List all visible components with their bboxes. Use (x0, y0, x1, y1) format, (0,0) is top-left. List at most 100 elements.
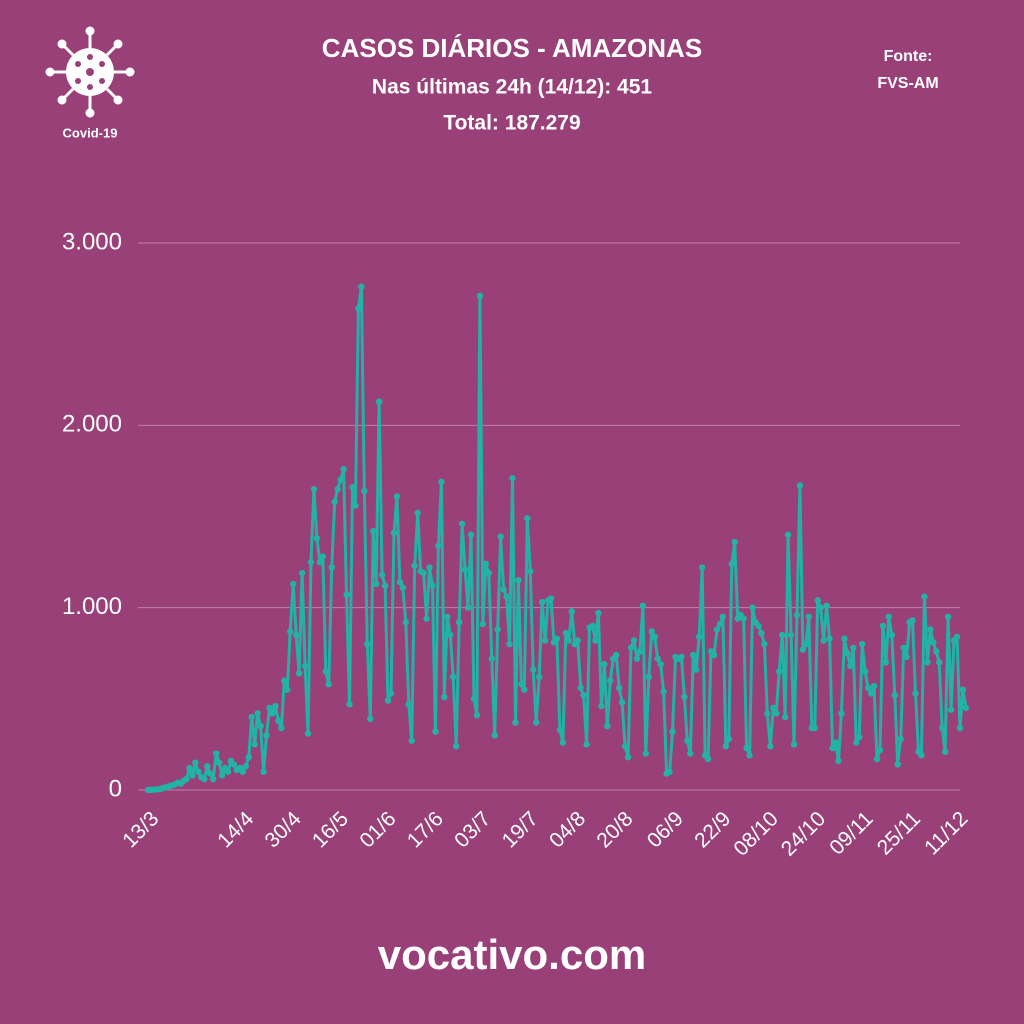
point (565, 637, 572, 644)
point (740, 615, 747, 622)
source-label: Fonte: (884, 48, 933, 65)
point (657, 660, 664, 668)
point (838, 710, 845, 717)
point (248, 713, 255, 721)
x-tick-label: 16/5 (308, 807, 353, 852)
point (464, 604, 472, 611)
point (630, 637, 638, 644)
point (595, 609, 602, 617)
point (370, 527, 377, 535)
chart-subtitle: Nas últimas 24h (14/12): 451 (372, 76, 652, 99)
point (527, 568, 534, 575)
point (441, 693, 448, 701)
point (615, 684, 623, 692)
point (426, 564, 433, 571)
point (850, 644, 857, 651)
point (384, 697, 392, 704)
x-tick-label: 19/7 (498, 807, 543, 852)
point (580, 691, 587, 699)
point (687, 750, 694, 757)
point (334, 485, 341, 493)
point (648, 628, 655, 635)
point (607, 677, 614, 684)
point (230, 761, 238, 768)
x-tick-label: 24/10 (777, 807, 830, 860)
point (710, 651, 718, 659)
point (684, 737, 691, 744)
point (322, 668, 330, 675)
point (218, 772, 226, 779)
point (349, 484, 356, 491)
point (770, 704, 777, 712)
point (690, 651, 697, 659)
point (802, 640, 810, 648)
point (823, 602, 830, 610)
point (183, 775, 190, 783)
point (278, 724, 285, 732)
point (399, 584, 407, 591)
point (307, 558, 315, 566)
point (900, 644, 907, 651)
point (372, 580, 380, 588)
point (799, 646, 807, 653)
point (681, 693, 688, 701)
point (781, 713, 789, 721)
point (589, 622, 596, 630)
point (725, 735, 733, 743)
point (894, 761, 901, 768)
point (328, 564, 335, 571)
source: FVS-AM (877, 75, 938, 92)
point (678, 653, 685, 661)
point (212, 750, 220, 757)
point (429, 582, 436, 589)
point (506, 640, 513, 648)
point (292, 631, 300, 639)
point (642, 750, 650, 757)
point (186, 764, 193, 772)
point (885, 613, 893, 620)
point (387, 690, 395, 697)
x-tick-label: 01/6 (355, 807, 400, 852)
chart-total: Total: 187.279 (443, 112, 580, 135)
point (666, 768, 673, 775)
point (956, 724, 964, 732)
point (633, 655, 641, 662)
point (204, 763, 211, 770)
point (553, 635, 561, 642)
point (251, 741, 258, 748)
point (533, 719, 540, 726)
point (936, 659, 943, 666)
point (195, 768, 202, 775)
point (479, 620, 487, 628)
point (767, 743, 774, 750)
point (864, 684, 872, 692)
point (467, 531, 475, 538)
point (272, 702, 279, 710)
point (847, 662, 854, 670)
point (263, 732, 270, 739)
point (927, 626, 934, 633)
point (378, 571, 386, 579)
point (352, 502, 359, 509)
point (624, 753, 632, 761)
point (817, 604, 824, 611)
point (921, 593, 928, 600)
point (941, 748, 949, 755)
point (930, 639, 937, 646)
point (524, 515, 531, 522)
point (239, 768, 247, 775)
point (535, 673, 543, 681)
point (829, 744, 836, 752)
point (358, 283, 365, 290)
point (476, 292, 484, 300)
point (337, 476, 344, 484)
point (882, 659, 890, 666)
y-tick-label: 2.000 (62, 411, 122, 438)
point (269, 710, 276, 717)
point (873, 755, 881, 763)
point (390, 529, 398, 537)
icon-label: Covid-19 (63, 125, 118, 140)
point (787, 631, 795, 639)
point (346, 701, 353, 708)
